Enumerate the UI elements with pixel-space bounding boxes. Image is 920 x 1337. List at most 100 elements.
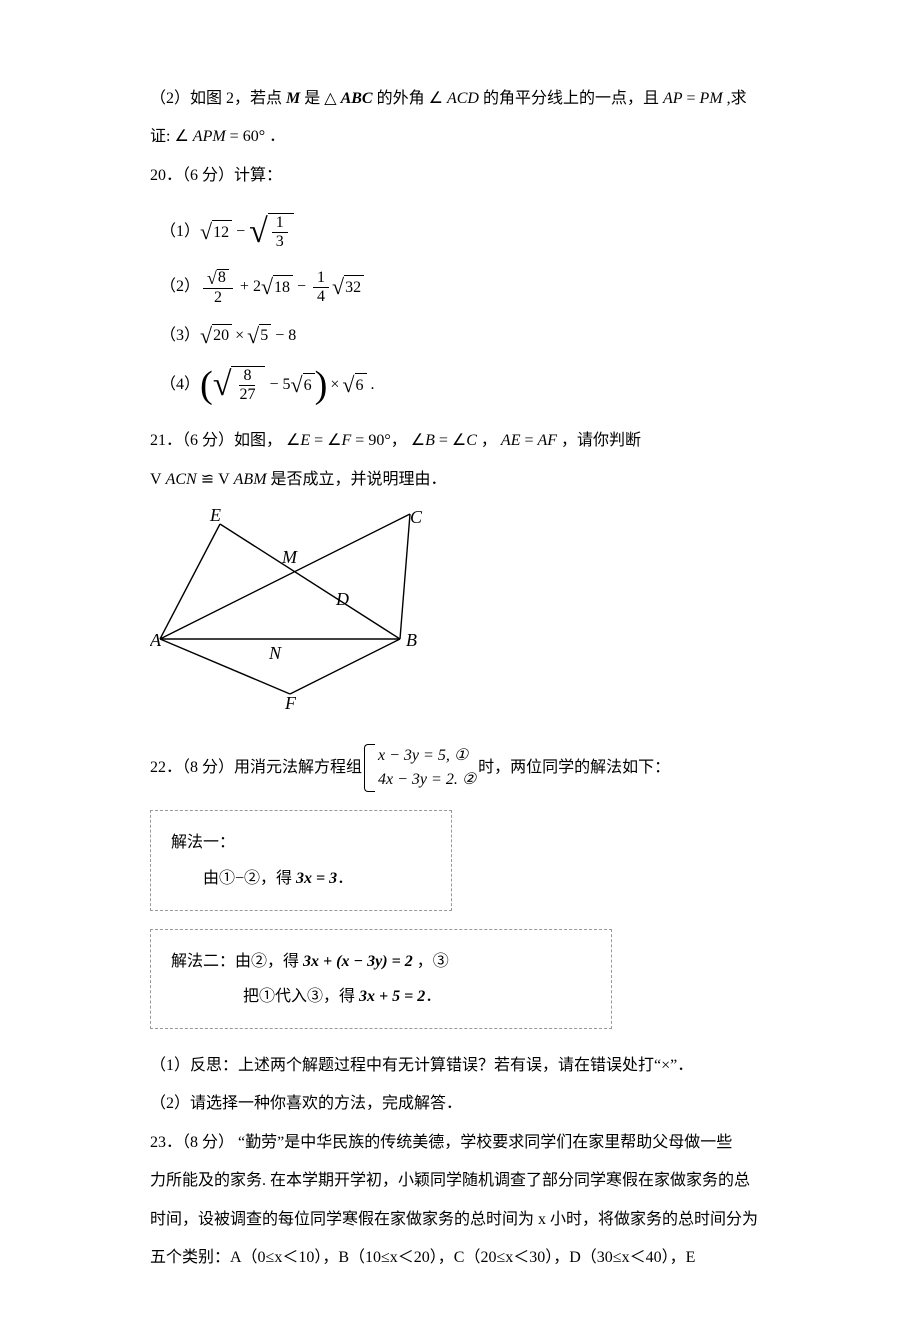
row-label: （3） — [160, 327, 200, 345]
v-icon: V — [150, 471, 162, 488]
sqrt-18: √18 — [261, 275, 293, 299]
q22-head: 22．（8 分）用消元法解方程组 x − 3y = 5, ① 4x − 3y =… — [150, 744, 770, 792]
system-brace: x − 3y = 5, ① 4x − 3y = 2. ② — [364, 744, 476, 792]
coef: 5 — [283, 376, 291, 394]
text: 证: — [150, 128, 174, 145]
var: AE — [501, 432, 521, 449]
label-M: M — [281, 547, 298, 567]
q21-line2: V ACN ≌ V ABM 是否成立，并说明理由． — [150, 461, 770, 499]
text: ，请你判断 — [561, 432, 641, 449]
den: 2 — [210, 289, 226, 306]
paren-group: ( √ 8 27 − 5 √6 ) — [200, 366, 327, 404]
angle-icon: ∠ — [286, 432, 300, 449]
num: 32 — [344, 275, 364, 299]
minus: − — [297, 278, 306, 296]
q23-l3: 时间，设被调查的每位同学寒假在家做家务的总时间为 x 小时，将做家务的总时间分为 — [150, 1201, 770, 1239]
label-B: B — [406, 630, 417, 650]
q23-l1: 23．（8 分） “勤劳”是中华民族的传统美德，学校要求同学们在家里帮助父母做一… — [150, 1124, 770, 1162]
var: C — [466, 432, 477, 449]
sqrt-6b: √6 — [342, 373, 366, 397]
num: 12 — [213, 224, 229, 242]
equals: = — [439, 432, 452, 449]
num: 5 — [259, 324, 271, 348]
label-C: C — [410, 509, 423, 527]
text: 的外角 — [377, 90, 429, 107]
angle-icon: ∠ — [429, 90, 443, 107]
q22-p1: （1）反思：上述两个解题过程中有无计算错误？若有误，请在错误处打“×”． — [150, 1047, 770, 1085]
den: 4 — [313, 288, 329, 305]
q22-p2: （2）请选择一种你喜欢的方法，完成解答． — [150, 1085, 770, 1123]
q19-2-line1: （2）如图 2，若点 M 是 △ ABC 的外角 ∠ ACD 的角平分线上的一点… — [150, 80, 770, 118]
text: 的角平分线上的一点，且 — [483, 90, 663, 107]
text: 是 — [304, 90, 324, 107]
text: 是否成立，并说明理由． — [271, 471, 447, 488]
dot: ． — [425, 988, 441, 1005]
sys-row: 4x − 3y = 2. ② — [378, 768, 476, 792]
times: × — [330, 376, 339, 394]
var-PM: PM — [700, 90, 723, 107]
var: F — [342, 432, 352, 449]
text: 解法二：由②，得 — [171, 953, 303, 970]
num: 18 — [273, 275, 293, 299]
num: 6 — [303, 373, 315, 397]
text: 由①−②，得 — [203, 870, 296, 887]
minus: − — [236, 223, 245, 241]
text: 21．（6 分）如图， — [150, 432, 282, 449]
var: ABM — [234, 471, 267, 488]
sqrt-frac: √ 1 3 — [249, 213, 294, 250]
sqrt-6: √6 — [291, 373, 315, 397]
num: 8 — [217, 269, 229, 287]
minus: − — [275, 327, 284, 345]
den: 3 — [272, 233, 288, 250]
equals: = — [314, 432, 327, 449]
q19-2-line2: 证: ∠ APM = 60° ． — [150, 118, 770, 156]
solution-box-2: 解法二：由②，得 3x + (x − 3y) = 2 ，③ 把①代入③，得 3x… — [150, 929, 612, 1029]
q21-line1: 21．（6 分）如图， ∠E = ∠F = 90°， ∠B = ∠C ， AE … — [150, 422, 770, 460]
solution-box-1: 解法一： 由①−②，得 3x = 3． — [150, 810, 452, 910]
var: B — [425, 432, 435, 449]
label-D: D — [335, 589, 349, 609]
num: 20 — [212, 324, 232, 348]
dot: ． — [337, 870, 353, 887]
eq: 3x + 5 = 2 — [359, 988, 425, 1005]
text: 时，两位同学的解法如下： — [478, 749, 670, 787]
var-ABC: ABC — [341, 90, 373, 107]
label-E: E — [209, 509, 221, 525]
var: ACN — [166, 471, 197, 488]
sqrt-frac-8-27: √ 8 27 — [213, 366, 266, 403]
label-N: N — [268, 643, 282, 663]
var: AF — [538, 432, 558, 449]
sqrt-5: √5 — [247, 324, 271, 348]
text: 22．（8 分）用消元法解方程组 — [150, 749, 362, 787]
equals: = — [687, 90, 700, 107]
angle-icon: ∠ — [452, 432, 466, 449]
text: （2）如图 2，若点 — [150, 90, 286, 107]
comma: ， — [391, 432, 407, 449]
sol2-line2: 把①代入③，得 3x + 5 = 2． — [171, 979, 591, 1014]
num: 6 — [355, 373, 367, 397]
coef2: 2 — [253, 278, 261, 296]
v-icon: V — [218, 471, 230, 488]
row-label: （2） — [160, 278, 200, 296]
num: 1 — [313, 270, 329, 288]
var-M: M — [286, 90, 300, 107]
row-label: （1） — [160, 223, 200, 241]
sol1-body: 由①−②，得 3x = 3． — [171, 861, 431, 896]
num: 1 — [272, 215, 288, 233]
equals: = — [524, 432, 537, 449]
triangle-icon: △ — [324, 90, 336, 107]
document-page: （2）如图 2，若点 M 是 △ ABC 的外角 ∠ ACD 的角平分线上的一点… — [0, 0, 920, 1337]
var: E — [300, 432, 310, 449]
eq90: = 90° — [355, 432, 390, 449]
angle-icon: ∠ — [174, 128, 188, 145]
var-ACD: ACD — [447, 90, 479, 107]
comma: ， — [481, 432, 497, 449]
q20-row2: （2） √8 2 + 2 √18 − 1 4 √32 — [150, 269, 770, 306]
q23-l4: 五个类别：A（0≤x＜10），B（10≤x＜20），C（20≤x＜30），D（3… — [150, 1239, 770, 1277]
sqrt-12: √12 — [200, 220, 232, 244]
q20-row1: （1） √12 − √ 1 3 — [150, 213, 770, 250]
sol2-line1: 解法二：由②，得 3x + (x − 3y) = 2 ，③ — [171, 944, 591, 979]
label-F: F — [284, 693, 297, 709]
label-A: A — [150, 630, 162, 650]
var-AP: AP — [663, 90, 683, 107]
